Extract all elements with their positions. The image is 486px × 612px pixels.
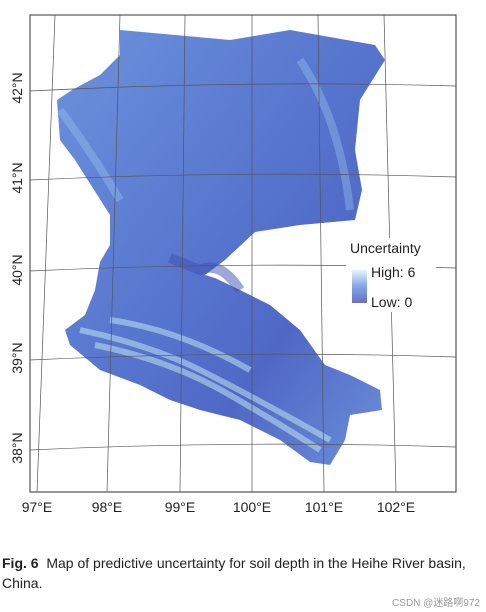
low-zone bbox=[168, 253, 245, 293]
legend-colorbar bbox=[352, 270, 367, 303]
lat-label: 40°N bbox=[9, 254, 25, 285]
caption-text: Map of predictive uncertainty for soil d… bbox=[2, 555, 466, 591]
graticule bbox=[29, 14, 457, 493]
lat-label: 38°N bbox=[9, 432, 25, 463]
lon-label: 98°E bbox=[92, 499, 123, 515]
legend-title: Uncertainty bbox=[350, 240, 421, 256]
map: 42°N 41°N 40°N 39°N 38°N 97°E 98°E 99°E … bbox=[9, 14, 457, 515]
lon-label: 102°E bbox=[377, 499, 415, 515]
latitude-labels: 42°N 41°N 40°N 39°N 38°N bbox=[9, 72, 25, 463]
mountain-texture bbox=[79, 317, 332, 453]
lon-label: 97°E bbox=[22, 499, 53, 515]
caption: Fig. 6 Map of predictive uncertainty for… bbox=[2, 553, 478, 593]
lat-label: 42°N bbox=[9, 72, 25, 103]
watermark: CSDN @迷路啊972 bbox=[392, 598, 480, 609]
lon-label: 99°E bbox=[165, 499, 196, 515]
caption-label: Fig. 6 bbox=[2, 555, 39, 571]
lat-label: 41°N bbox=[9, 162, 25, 193]
longitude-labels: 97°E 98°E 99°E 100°E 101°E 102°E bbox=[22, 499, 415, 515]
lat-label: 39°N bbox=[9, 342, 25, 373]
legend-low: Low: 0 bbox=[371, 294, 412, 310]
lon-label: 101°E bbox=[305, 499, 343, 515]
legend-high: High: 6 bbox=[371, 264, 416, 280]
legend: Uncertainty High: 6 Low: 0 bbox=[346, 238, 436, 312]
terrain-texture bbox=[56, 57, 354, 211]
lon-label: 100°E bbox=[233, 499, 271, 515]
